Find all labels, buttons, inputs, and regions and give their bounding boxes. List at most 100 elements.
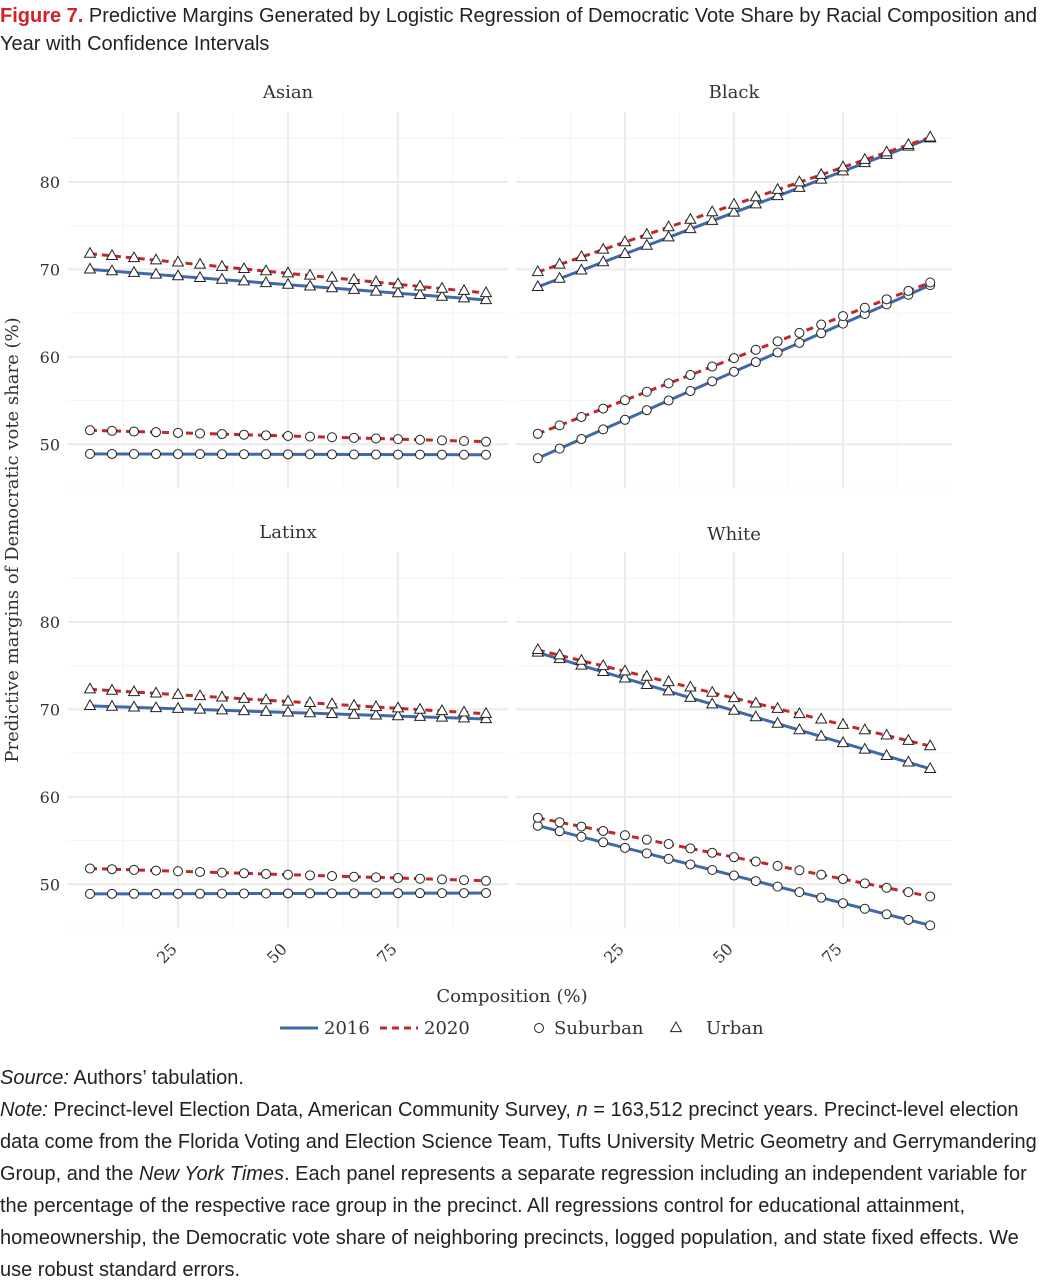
data-point-circle [107, 864, 117, 875]
panel-black: Black [516, 82, 952, 489]
y-tick-label: 80 [40, 613, 60, 632]
data-point-triangle [596, 242, 610, 254]
data-point-triangle [259, 275, 273, 288]
data-point-circle [217, 867, 227, 878]
data-point-circle [598, 825, 609, 836]
data-point-triangle [531, 642, 545, 655]
data-point-circle [371, 888, 381, 899]
data-point-circle [641, 405, 652, 416]
data-point-triangle [237, 703, 251, 716]
data-point-circle [794, 337, 805, 348]
data-point-triangle [618, 664, 632, 676]
data-point-circle [437, 888, 447, 899]
series-black-2020-suburban [532, 277, 936, 439]
data-point-triangle [347, 698, 361, 710]
legend-label-2016: 2016 [324, 1018, 370, 1039]
data-point-circle [925, 891, 936, 902]
data-point-triangle [413, 702, 427, 714]
data-point-triangle [836, 735, 850, 748]
data-point-circle [239, 429, 249, 440]
data-point-triangle [618, 246, 632, 258]
data-point-triangle [880, 728, 893, 740]
data-point-circle [859, 302, 870, 313]
data-point-triangle [259, 693, 273, 705]
data-point-triangle [391, 286, 405, 298]
data-point-triangle [553, 648, 566, 660]
data-point-circle [772, 860, 783, 871]
data-point-triangle [303, 268, 317, 280]
data-point-circle [598, 403, 609, 414]
y-tick-label: 80 [40, 173, 60, 192]
data-point-triangle [618, 235, 632, 247]
data-point-circle [195, 866, 205, 877]
data-point-triangle [171, 687, 185, 699]
data-point-triangle [684, 690, 697, 702]
data-point-triangle [662, 684, 675, 696]
data-point-triangle [858, 723, 872, 735]
y-tick-label: 50 [40, 435, 60, 454]
data-point-triangle [435, 281, 449, 293]
data-point-circle [371, 872, 381, 883]
data-point-triangle [793, 175, 806, 187]
data-point-circle [349, 432, 359, 443]
data-point-circle [772, 336, 783, 347]
data-point-triangle [749, 190, 763, 202]
data-point-triangle [727, 197, 741, 209]
data-point-triangle [705, 213, 719, 225]
data-point-triangle [171, 269, 185, 281]
panel-gridlines [516, 112, 952, 489]
data-point-circle [437, 435, 447, 446]
data-point-circle [437, 874, 447, 885]
data-point-circle [283, 430, 293, 441]
data-point-circle [459, 436, 469, 447]
data-point-circle [393, 888, 403, 899]
data-point-circle [750, 856, 761, 867]
figure-caption: Figure 7. Predictive Margins Generated b… [0, 2, 1040, 58]
data-point-circle [481, 436, 491, 447]
data-point-circle [620, 830, 630, 841]
data-point-triangle [858, 152, 872, 164]
data-point-circle [925, 920, 936, 931]
data-point-circle [576, 411, 587, 422]
data-point-triangle [149, 701, 163, 713]
data-point-triangle [705, 205, 719, 217]
note-label: Note: [0, 1099, 48, 1121]
data-point-triangle [435, 710, 449, 722]
x-tick-label: 50 [709, 939, 737, 967]
data-point-circle [459, 888, 469, 899]
data-point-triangle [553, 271, 566, 283]
panel-title: Latinx [259, 522, 316, 543]
data-point-triangle [105, 699, 119, 711]
data-point-circle [437, 449, 447, 460]
data-point-triangle [347, 707, 361, 719]
data-point-triangle [347, 272, 361, 284]
data-point-triangle [215, 259, 229, 271]
data-point-triangle [836, 160, 850, 172]
data-point-triangle [727, 691, 741, 703]
panel-white: White 25 50 75 [516, 524, 952, 967]
data-point-circle [903, 887, 914, 898]
data-point-circle [620, 395, 630, 406]
data-point-triangle [127, 700, 141, 712]
data-point-triangle [457, 291, 471, 303]
data-point-triangle [727, 205, 741, 217]
data-point-circle [261, 868, 271, 879]
data-point-circle [859, 878, 870, 889]
data-point-triangle [814, 167, 828, 179]
data-point-triangle [391, 277, 405, 289]
data-point-circle [532, 453, 543, 464]
data-point-triangle [325, 697, 339, 709]
note-nyt: New York Times [139, 1163, 285, 1185]
y-tick-label: 70 [40, 260, 60, 279]
data-point-circle [173, 449, 183, 460]
data-point-triangle [369, 708, 383, 720]
data-point-circle [881, 882, 892, 893]
data-point-triangle [149, 686, 163, 698]
data-point-triangle [347, 282, 361, 294]
data-point-circle [305, 888, 315, 899]
legend-swatch-urban [669, 1020, 683, 1033]
data-point-circle [239, 449, 249, 460]
data-point-triangle [575, 263, 588, 275]
figure-label: Figure 7. [0, 5, 84, 27]
